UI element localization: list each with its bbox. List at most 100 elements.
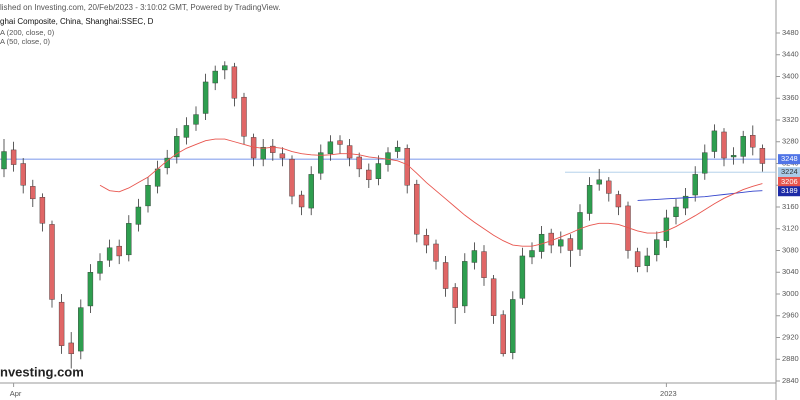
legend-entry: A (50, close, 0) — [0, 37, 51, 46]
price-tag-label: 3206 — [781, 177, 798, 186]
candle-body — [519, 255, 526, 299]
candle-body — [126, 223, 132, 256]
candle-body — [452, 287, 458, 308]
y-tick-label: 2880 — [782, 354, 799, 363]
y-tick-label: 2840 — [782, 376, 799, 385]
candle-body — [30, 186, 36, 200]
candle-body — [558, 239, 564, 247]
source-note: lished on Investing.com, 20/Feb/2023 - 3… — [0, 3, 280, 12]
price-tag-label: 3248 — [781, 154, 798, 163]
y-tick-label: 3160 — [782, 202, 799, 211]
candle-body — [183, 125, 190, 138]
x-tick-label: Apr — [10, 389, 22, 398]
y-tick-label: 2960 — [782, 311, 799, 320]
y-tick-label: 3000 — [782, 289, 799, 298]
candle-body — [58, 301, 65, 346]
candle-body — [634, 251, 641, 268]
legend-entry: A (200, close, 0) — [0, 28, 55, 37]
candle-body — [231, 66, 238, 99]
price-tag — [778, 176, 800, 187]
candle-body — [39, 197, 46, 224]
candle-body — [337, 140, 343, 145]
candle-body — [615, 194, 622, 208]
candle-body — [87, 272, 94, 307]
candle-body — [279, 153, 286, 159]
candle-body — [116, 245, 122, 257]
y-tick-label: 2920 — [782, 332, 799, 341]
candle-body — [241, 96, 247, 137]
candle-body — [318, 152, 324, 174]
candle-body — [538, 233, 545, 252]
price-tag — [778, 167, 800, 178]
candle-body — [145, 185, 151, 207]
candle-body — [106, 247, 113, 261]
price-tag — [778, 186, 800, 197]
candle-body — [327, 141, 334, 154]
candle-body — [663, 217, 670, 241]
candle-body — [193, 114, 199, 125]
candle-body — [394, 146, 401, 152]
y-tick-label: 3480 — [782, 28, 799, 37]
candle-body — [202, 81, 209, 114]
candle-body — [711, 130, 718, 152]
candle-body — [49, 224, 55, 300]
candle-body — [78, 307, 84, 352]
chart-title: ghai Composite, China, Shanghai:SSEC, D — [0, 17, 154, 26]
candle-body — [654, 239, 660, 256]
y-tick-label: 3440 — [782, 50, 799, 59]
candle-body — [596, 179, 602, 185]
candle-body — [750, 135, 756, 148]
candle-body — [356, 156, 362, 170]
price-tag-label: 3224 — [781, 167, 798, 176]
y-tick-label: 3040 — [782, 267, 799, 276]
candle-body — [174, 136, 180, 158]
y-tick-label: 3320 — [782, 115, 799, 124]
candle-body — [692, 174, 698, 196]
y-tick-label: 3080 — [782, 245, 799, 254]
candle-body — [481, 251, 487, 278]
moving-average-line — [637, 190, 763, 201]
candle-body — [289, 158, 295, 197]
candle-body — [644, 255, 650, 266]
price-tag — [778, 154, 800, 165]
candle-body — [490, 278, 497, 316]
candle-body — [510, 299, 516, 353]
candle-body — [298, 194, 305, 208]
candle-body — [471, 250, 478, 263]
candle-body — [346, 145, 353, 159]
y-tick-label: 3120 — [782, 224, 799, 233]
candle-body — [154, 168, 161, 187]
candle-body — [222, 65, 228, 71]
candle-body — [375, 163, 382, 179]
candle-body — [366, 169, 372, 181]
candle-body — [433, 243, 439, 262]
y-tick-label: 3400 — [782, 71, 799, 80]
candle-body — [673, 206, 679, 217]
y-tick-label: 3360 — [782, 93, 799, 102]
candle-body — [270, 145, 276, 153]
candle-body — [414, 183, 420, 235]
logo: nvesting.com — [0, 364, 84, 379]
price-tag-label: 3189 — [781, 186, 798, 195]
candle-body — [10, 149, 17, 165]
candle-body — [135, 206, 142, 225]
candle-body — [442, 262, 449, 289]
candle-body — [500, 314, 506, 355]
candle-body — [606, 180, 612, 194]
y-tick-label: 3280 — [782, 137, 799, 146]
candle-body — [730, 155, 737, 158]
candle-body — [577, 212, 583, 250]
candle-body — [548, 232, 554, 246]
candle-body — [682, 195, 689, 209]
candle-body — [586, 185, 593, 214]
candle-body — [740, 136, 746, 157]
candle-body — [423, 235, 430, 246]
candle-body — [529, 250, 535, 258]
candle-body — [20, 163, 26, 186]
candle-body — [462, 261, 468, 307]
candle-body — [721, 131, 727, 159]
candle-body — [212, 70, 218, 84]
x-tick-label: 2023 — [660, 389, 677, 398]
